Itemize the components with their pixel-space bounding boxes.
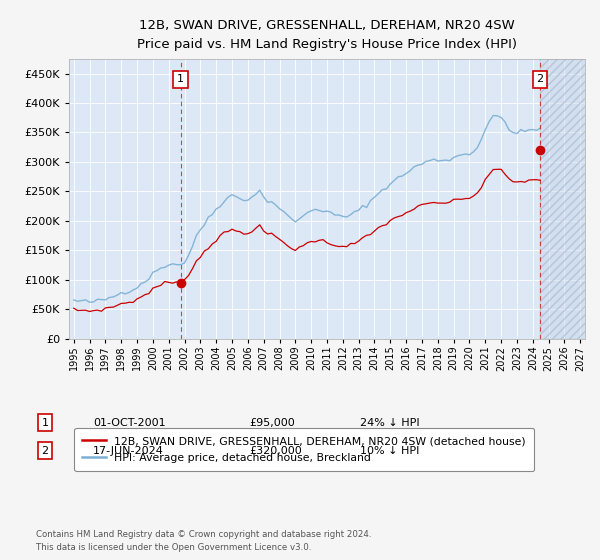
- Text: 10% ↓ HPI: 10% ↓ HPI: [360, 446, 419, 456]
- Bar: [540, 59, 600, 339]
- Text: £320,000: £320,000: [249, 446, 302, 456]
- Title: 12B, SWAN DRIVE, GRESSENHALL, DEREHAM, NR20 4SW
Price paid vs. HM Land Registry': 12B, SWAN DRIVE, GRESSENHALL, DEREHAM, N…: [137, 18, 517, 51]
- Text: Contains HM Land Registry data © Crown copyright and database right 2024.
This d: Contains HM Land Registry data © Crown c…: [36, 530, 371, 552]
- Text: 17-JUN-2024: 17-JUN-2024: [93, 446, 164, 456]
- Bar: [540, 59, 600, 339]
- Text: 1: 1: [177, 74, 184, 85]
- Text: 2: 2: [41, 446, 49, 456]
- Text: 24% ↓ HPI: 24% ↓ HPI: [360, 418, 419, 428]
- Text: 01-OCT-2001: 01-OCT-2001: [93, 418, 166, 428]
- Legend: 12B, SWAN DRIVE, GRESSENHALL, DEREHAM, NR20 4SW (detached house), HPI: Average p: 12B, SWAN DRIVE, GRESSENHALL, DEREHAM, N…: [74, 428, 534, 471]
- Text: 2: 2: [536, 74, 544, 85]
- Text: 1: 1: [41, 418, 49, 428]
- Text: £95,000: £95,000: [249, 418, 295, 428]
